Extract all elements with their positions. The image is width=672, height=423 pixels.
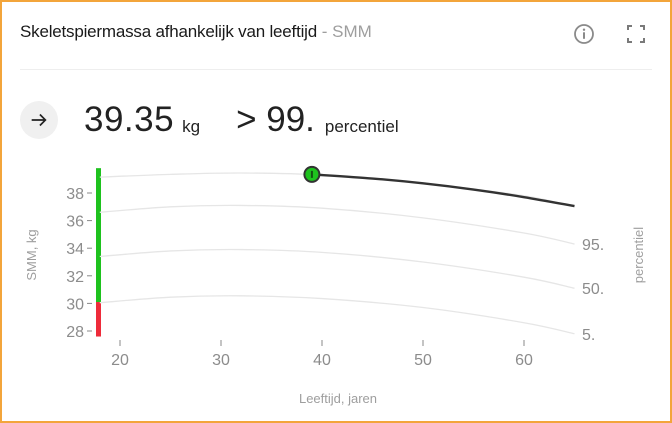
summary-row: 39.35 kg > 99. percentiel — [20, 98, 399, 142]
range-bar-normal — [96, 168, 101, 303]
percentile-line-50 — [99, 248, 575, 289]
header-divider — [20, 69, 652, 70]
info-icon[interactable] — [572, 22, 596, 46]
card-header: Skeletspiermassa afhankelijk van leeftij… — [20, 22, 652, 48]
chart-title: Skeletspiermassa afhankelijk van leeftij… — [20, 22, 318, 41]
y2-axis-label: percentiel — [631, 227, 646, 283]
y-tick-label: 36 — [66, 214, 84, 231]
percentile-value: > 99. — [236, 100, 315, 139]
x-axis-label: Leeftijd, jaren — [299, 391, 377, 406]
y-tick-label: 28 — [66, 324, 84, 341]
percentile-line-95 — [99, 204, 575, 245]
patient-trend-line — [311, 173, 575, 208]
fullscreen-icon[interactable] — [624, 22, 648, 46]
percentile-line-5 — [99, 295, 575, 335]
chart-subtitle: - SMM — [317, 22, 372, 41]
smm-unit: kg — [182, 117, 201, 136]
plot-area: 28 30 32 34 36 38 20 30 40 50 60 95. 50. 5. — [66, 165, 604, 369]
percentile-label: 95. — [582, 237, 604, 254]
percentile-label: 50. — [582, 281, 604, 298]
y-tick-label: 34 — [66, 241, 84, 258]
x-tick-label: 50 — [414, 352, 432, 369]
x-tick-label: 40 — [313, 352, 331, 369]
x-tick-label: 30 — [212, 352, 230, 369]
percentile-unit: percentiel — [324, 117, 399, 136]
arrow-button[interactable] — [20, 101, 58, 139]
x-tick-label: 20 — [111, 352, 129, 369]
point-marker — [310, 170, 313, 178]
range-bar-low — [96, 302, 101, 337]
y-tick-label: 38 — [66, 186, 84, 203]
y-tick-label: 32 — [66, 269, 84, 286]
smm-value: 39.35 — [84, 100, 175, 139]
x-tick-label: 60 — [515, 352, 533, 369]
percentile-label: 5. — [582, 327, 595, 344]
percentile-line-99 — [99, 172, 575, 208]
arrow-right-icon — [31, 113, 47, 127]
y-axis-label: SMM, kg — [24, 229, 39, 280]
y-tick-label: 30 — [66, 296, 84, 313]
